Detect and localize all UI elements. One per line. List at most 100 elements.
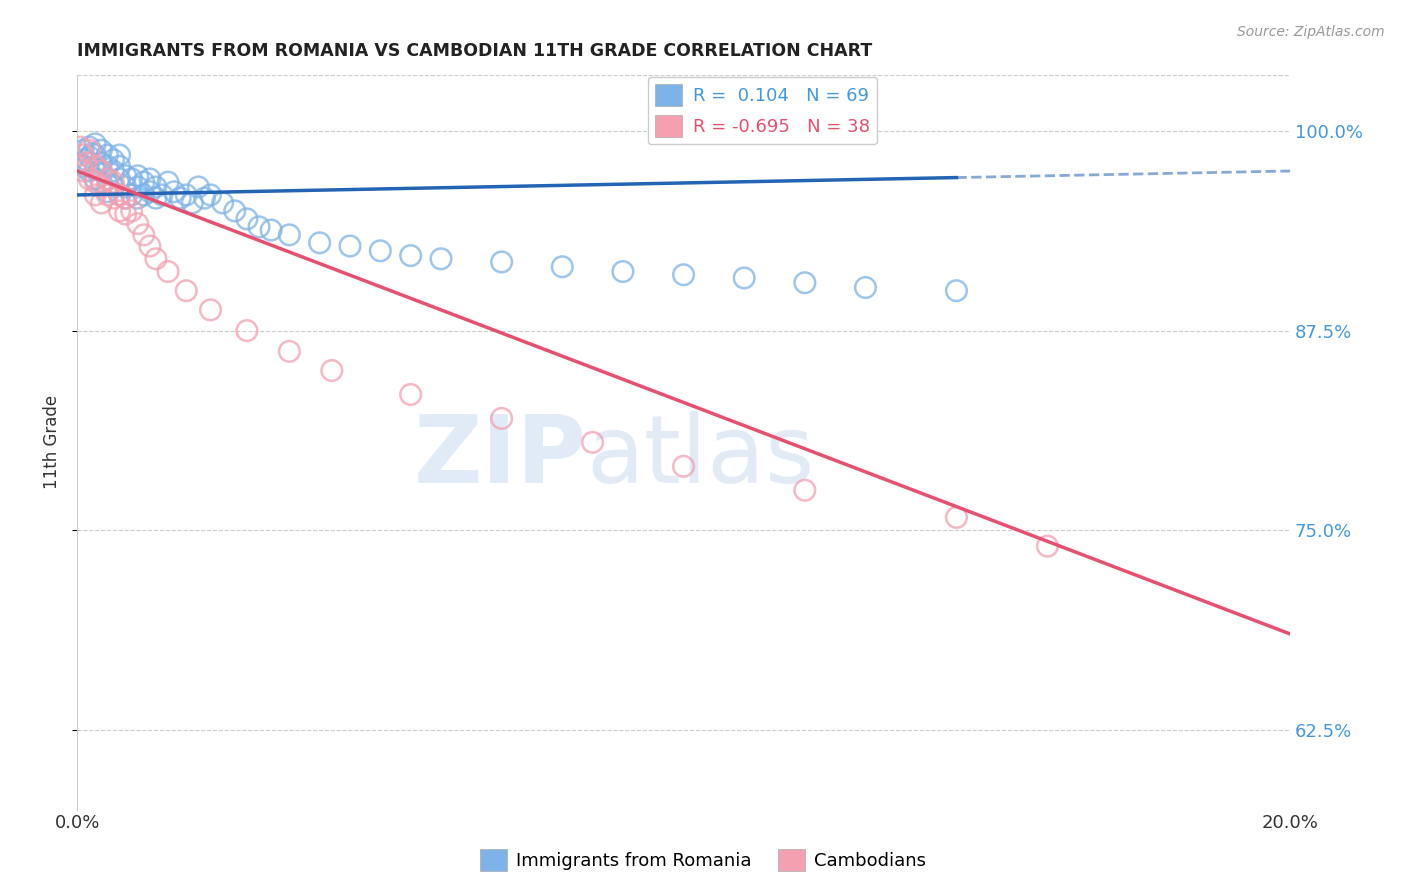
Legend: R =  0.104   N = 69, R = -0.695   N = 38: R = 0.104 N = 69, R = -0.695 N = 38	[648, 77, 877, 145]
Point	[69, 156, 91, 170]
Point	[90, 156, 112, 170]
Point	[187, 180, 209, 194]
Point	[945, 284, 967, 298]
Point	[145, 191, 167, 205]
Point	[339, 239, 361, 253]
Point	[96, 148, 118, 162]
Point	[370, 244, 392, 258]
Y-axis label: 11th Grade: 11th Grade	[44, 395, 60, 490]
Point	[399, 387, 422, 401]
Point	[157, 264, 180, 278]
Point	[200, 302, 222, 317]
Point	[399, 249, 422, 263]
Point	[132, 227, 155, 242]
Point	[96, 172, 118, 186]
Text: IMMIGRANTS FROM ROMANIA VS CAMBODIAN 11TH GRADE CORRELATION CHART: IMMIGRANTS FROM ROMANIA VS CAMBODIAN 11T…	[77, 42, 872, 60]
Point	[75, 153, 97, 167]
Text: Source: ZipAtlas.com: Source: ZipAtlas.com	[1237, 25, 1385, 39]
Point	[114, 169, 136, 183]
Point	[108, 172, 131, 186]
Point	[181, 195, 204, 210]
Point	[69, 140, 91, 154]
Point	[193, 191, 215, 205]
Point	[121, 203, 143, 218]
Point	[793, 276, 815, 290]
Point	[114, 191, 136, 205]
Point	[793, 483, 815, 498]
Point	[72, 143, 94, 157]
Point	[84, 136, 107, 151]
Point	[157, 175, 180, 189]
Point	[612, 264, 634, 278]
Point	[132, 175, 155, 189]
Point	[84, 188, 107, 202]
Point	[84, 175, 107, 189]
Point	[672, 459, 695, 474]
Point	[169, 191, 191, 205]
Point	[103, 191, 125, 205]
Point	[855, 280, 877, 294]
Point	[174, 188, 197, 202]
Point	[103, 180, 125, 194]
Point	[90, 195, 112, 210]
Point	[672, 268, 695, 282]
Point	[84, 148, 107, 162]
Legend: Immigrants from Romania, Cambodians: Immigrants from Romania, Cambodians	[472, 842, 934, 879]
Point	[114, 180, 136, 194]
Point	[132, 188, 155, 202]
Point	[491, 255, 513, 269]
Point	[114, 191, 136, 205]
Point	[82, 146, 104, 161]
Point	[733, 271, 755, 285]
Point	[581, 435, 603, 450]
Point	[278, 344, 301, 359]
Point	[77, 172, 100, 186]
Point	[150, 188, 173, 202]
Point	[145, 252, 167, 266]
Point	[247, 219, 270, 234]
Point	[84, 159, 107, 173]
Point	[945, 510, 967, 524]
Point	[127, 169, 149, 183]
Point	[211, 195, 233, 210]
Point	[84, 172, 107, 186]
Point	[96, 185, 118, 199]
Point	[72, 164, 94, 178]
Point	[77, 140, 100, 154]
Point	[145, 180, 167, 194]
Point	[174, 284, 197, 298]
Point	[72, 148, 94, 162]
Point	[139, 172, 162, 186]
Point	[90, 180, 112, 194]
Point	[84, 162, 107, 177]
Point	[139, 185, 162, 199]
Point	[491, 411, 513, 425]
Point	[121, 172, 143, 186]
Point	[236, 324, 259, 338]
Point	[77, 164, 100, 178]
Point	[278, 227, 301, 242]
Point	[200, 188, 222, 202]
Point	[108, 188, 131, 202]
Point	[103, 164, 125, 178]
Point	[224, 203, 246, 218]
Point	[96, 159, 118, 173]
Text: ZIP: ZIP	[413, 411, 586, 503]
Text: atlas: atlas	[586, 411, 814, 503]
Point	[114, 207, 136, 221]
Point	[77, 143, 100, 157]
Point	[260, 223, 283, 237]
Point	[77, 150, 100, 164]
Point	[108, 203, 131, 218]
Point	[75, 156, 97, 170]
Point	[551, 260, 574, 274]
Point	[90, 143, 112, 157]
Point	[236, 211, 259, 226]
Point	[103, 175, 125, 189]
Point	[127, 191, 149, 205]
Point	[108, 188, 131, 202]
Point	[96, 172, 118, 186]
Point	[121, 188, 143, 202]
Point	[127, 217, 149, 231]
Point	[308, 235, 330, 250]
